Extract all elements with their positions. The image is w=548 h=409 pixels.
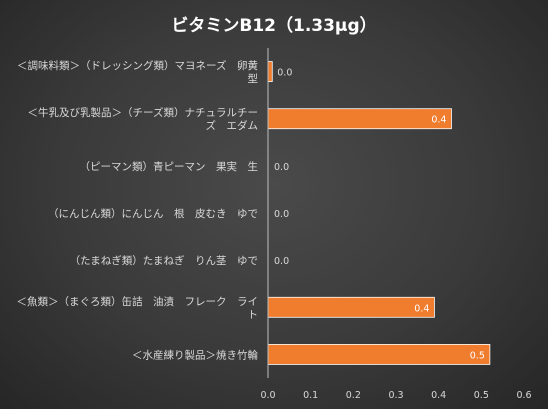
category-label: ＜魚類＞（まぐろ類）缶詰 油漬 フレーク ライ — [17, 295, 259, 308]
category-label: ＜牛乳及び乳製品＞（チーズ類）ナチュラルチー — [28, 106, 258, 119]
data-label: 0.4 — [414, 303, 429, 314]
x-tick-label: 0.5 — [474, 390, 489, 401]
category-label: ズ エダム — [206, 119, 259, 132]
category-labels: ＜調味料類＞（ドレッシング類）マヨネーズ 卵黄型 ＜牛乳及び乳製品＞（チーズ類）ナ… — [17, 59, 259, 361]
bar — [267, 61, 273, 82]
category-label: （ピーマン類）青ピーマン 果実 生 — [80, 160, 259, 173]
bar — [267, 344, 491, 365]
bar — [267, 108, 452, 130]
bars — [267, 61, 491, 365]
data-label: 0.0 — [277, 68, 292, 79]
x-tick-label: 0.1 — [303, 390, 318, 401]
x-tick-label: 0.0 — [260, 390, 275, 401]
data-labels: 0.0 0.4 0.0 0.0 0.0 0.4 0.5 — [274, 68, 485, 362]
category-label: （にんじん類）にんじん 根 皮むき ゆで — [48, 207, 258, 220]
category-label: ＜水産練り製品＞焼き竹輪 — [132, 348, 258, 361]
data-label: 0.5 — [470, 350, 485, 361]
category-label: ＜調味料類＞（ドレッシング類）マヨネーズ 卵黄 — [17, 59, 258, 72]
x-tick-label: 0.3 — [388, 390, 403, 401]
category-label: 型 — [248, 72, 259, 85]
category-label: ト — [248, 309, 259, 321]
data-label: 0.0 — [274, 256, 289, 267]
x-tick-label: 0.2 — [346, 390, 361, 401]
bar — [267, 296, 435, 318]
data-label: 0.0 — [274, 162, 289, 173]
chart-title: ビタミンB12（1.33μg） — [171, 15, 376, 36]
category-label: （たまねぎ類）たまねぎ りん茎 ゆで — [70, 254, 258, 267]
data-label: 0.0 — [274, 209, 289, 220]
x-tick-label: 0.6 — [516, 390, 531, 401]
x-axis-ticks: 0.0 0.1 0.2 0.3 0.4 0.5 0.6 — [260, 390, 531, 401]
data-label: 0.4 — [431, 115, 446, 126]
x-tick-label: 0.4 — [431, 390, 446, 401]
